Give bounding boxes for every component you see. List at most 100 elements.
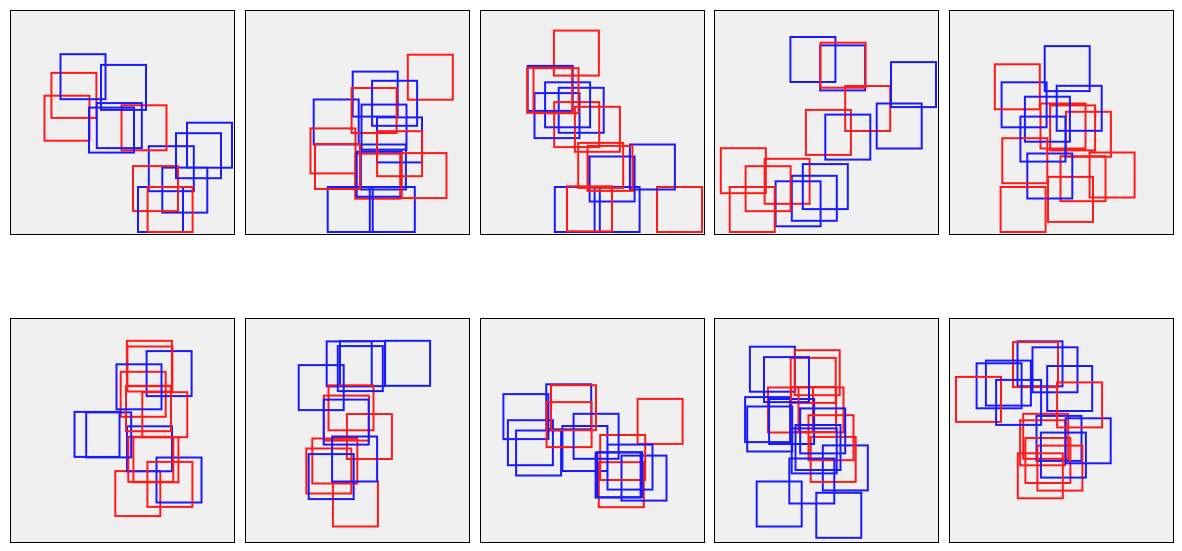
box — [351, 70, 399, 118]
box — [327, 384, 375, 432]
box — [336, 345, 384, 393]
box — [550, 384, 597, 432]
box — [533, 92, 581, 140]
box — [1055, 84, 1103, 132]
box — [186, 121, 233, 169]
box — [95, 102, 143, 150]
panel — [480, 10, 705, 235]
box — [1064, 417, 1112, 465]
box — [606, 443, 654, 491]
box — [132, 165, 179, 213]
panel — [714, 10, 939, 235]
box — [656, 186, 703, 233]
box — [532, 67, 580, 115]
panel — [949, 318, 1174, 543]
box — [636, 397, 684, 445]
box — [73, 410, 121, 458]
box — [371, 79, 419, 127]
box — [728, 186, 776, 233]
box — [763, 356, 810, 404]
box — [552, 29, 600, 77]
box — [804, 108, 852, 156]
box — [1024, 437, 1072, 484]
box — [746, 405, 794, 453]
box — [309, 127, 357, 175]
box — [1056, 381, 1104, 429]
panel — [245, 10, 470, 235]
panel-background — [480, 10, 705, 235]
panel — [10, 10, 235, 235]
box — [100, 63, 147, 111]
panel — [949, 10, 1174, 235]
box — [1012, 341, 1059, 389]
box — [719, 147, 767, 195]
box — [586, 144, 634, 192]
panel — [714, 318, 939, 543]
box — [744, 396, 792, 444]
box — [322, 398, 370, 446]
box — [297, 364, 345, 412]
box — [126, 425, 173, 473]
panel-background — [714, 318, 939, 543]
box — [620, 454, 668, 502]
box — [801, 163, 849, 211]
box — [955, 375, 1002, 423]
box — [789, 36, 837, 83]
box — [1036, 444, 1084, 492]
box — [146, 186, 194, 233]
box — [360, 103, 408, 151]
box — [1019, 115, 1067, 163]
box — [307, 453, 355, 501]
box — [995, 378, 1043, 426]
box — [350, 87, 398, 134]
box — [400, 152, 448, 200]
box — [502, 393, 550, 441]
box — [1039, 102, 1087, 150]
box — [325, 340, 373, 388]
box — [1026, 152, 1074, 200]
box — [1016, 452, 1064, 500]
box — [566, 185, 613, 233]
box — [573, 105, 621, 153]
box — [890, 61, 937, 109]
box — [807, 414, 855, 462]
panel-background — [714, 10, 939, 235]
panel — [480, 318, 705, 543]
box — [599, 434, 647, 481]
box — [815, 491, 863, 539]
box — [1088, 151, 1136, 199]
box — [1049, 104, 1097, 152]
box — [406, 53, 454, 101]
box — [553, 101, 601, 149]
box — [384, 339, 432, 387]
box — [515, 429, 563, 477]
box — [145, 350, 193, 398]
box — [146, 460, 194, 508]
box — [88, 106, 135, 154]
box — [545, 401, 593, 449]
box — [311, 437, 359, 485]
box — [506, 419, 554, 467]
box — [161, 166, 209, 214]
box — [628, 143, 676, 191]
box — [596, 451, 644, 499]
panel — [245, 318, 470, 543]
box — [132, 436, 180, 484]
box — [368, 186, 416, 233]
box — [1022, 412, 1070, 460]
box — [790, 174, 838, 222]
box — [1031, 346, 1079, 394]
box — [126, 345, 174, 393]
box — [326, 186, 374, 233]
box — [1043, 45, 1091, 93]
box — [799, 407, 847, 455]
box — [819, 41, 867, 89]
box — [115, 363, 163, 411]
box — [59, 53, 107, 101]
box — [794, 424, 842, 471]
panel-background — [10, 318, 235, 543]
box — [755, 480, 803, 528]
box — [544, 81, 592, 129]
